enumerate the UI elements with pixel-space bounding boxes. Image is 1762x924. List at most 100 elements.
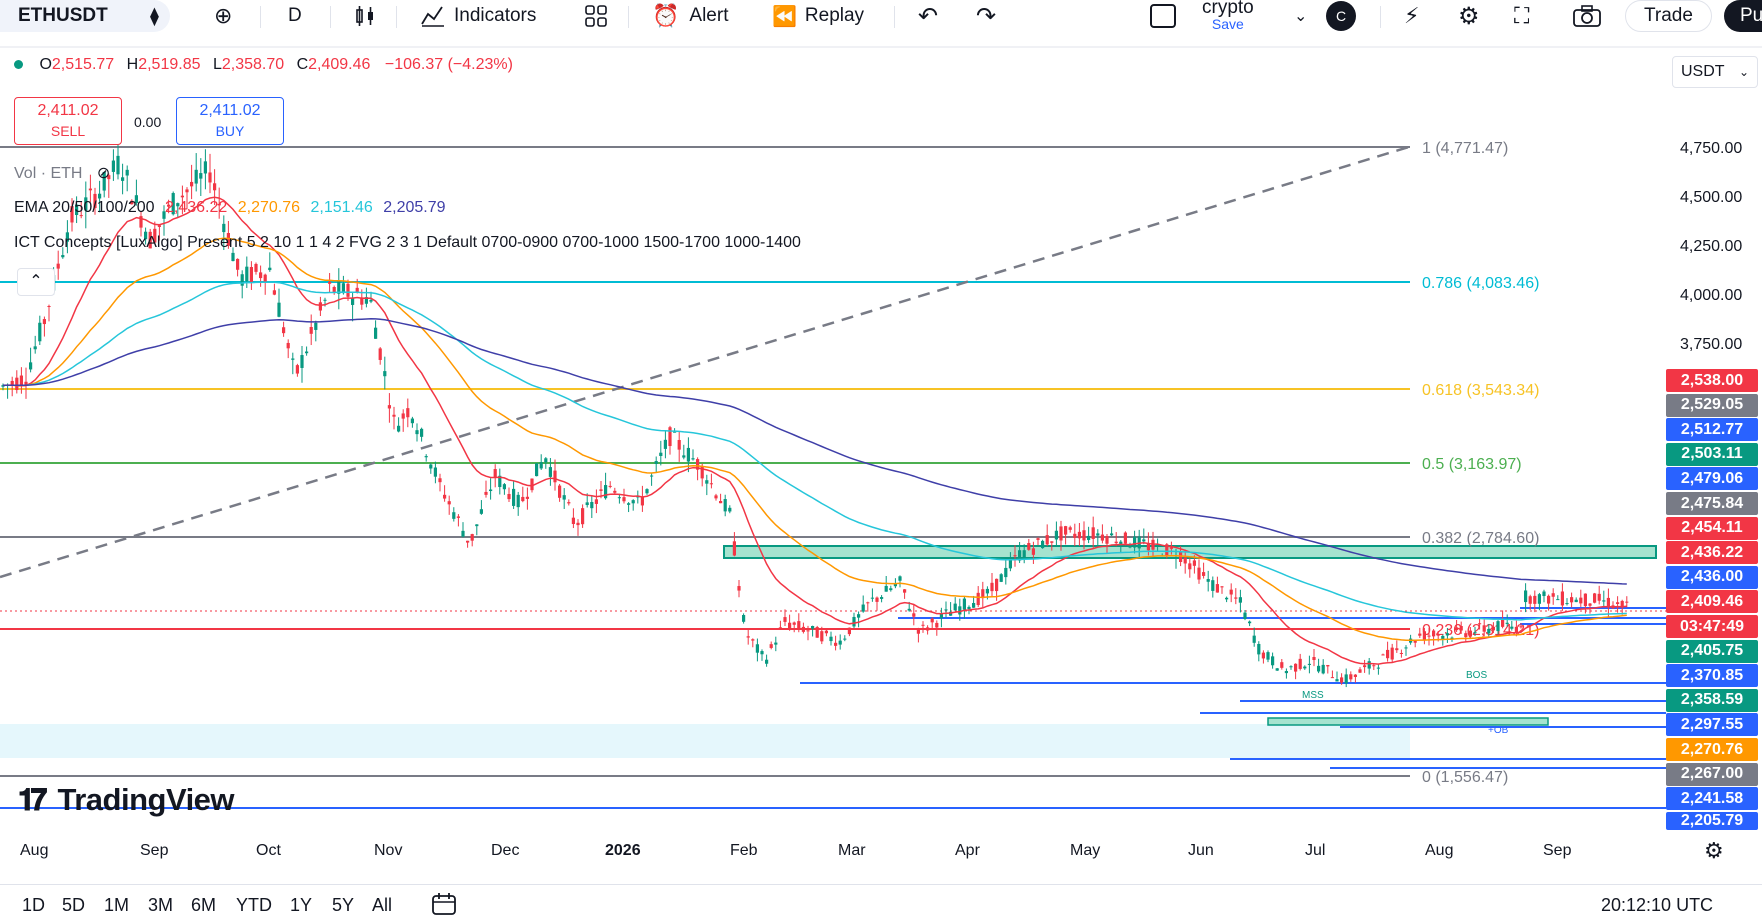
candle-body xyxy=(1395,648,1399,651)
sell-button[interactable]: 2,411.02 SELL xyxy=(14,97,122,145)
close-value: 2,409.46 xyxy=(308,56,371,73)
clock[interactable]: 20:12:10 UTC xyxy=(1601,895,1714,915)
range-button-1d[interactable]: 1D xyxy=(22,895,46,915)
chart-area[interactable]: 1 (4,771.47) 0.786 (4,083.46) 0.618 (3,543… xyxy=(0,45,1762,840)
candle-body xyxy=(548,467,552,477)
candle-body xyxy=(1054,530,1058,540)
alert-button[interactable]: ⏰ Alert xyxy=(652,0,728,32)
gear-icon: ⚙ xyxy=(1704,838,1724,863)
range-button-1m[interactable]: 1M xyxy=(104,895,130,915)
time-tick-label: Nov xyxy=(374,842,403,859)
legend-collapse-button[interactable]: ⌃ xyxy=(17,268,55,296)
candle-body xyxy=(190,181,194,187)
candle-body xyxy=(1142,539,1146,542)
toolbar-divider xyxy=(260,6,261,28)
ema-label: EMA 20/50/100/200 xyxy=(14,199,155,216)
candle-body xyxy=(61,255,65,258)
ict-legend[interactable]: ICT Concepts [LuxAlgo] Present 5 2 10 1 … xyxy=(14,234,801,252)
symbol-search[interactable]: ETHUSDT ⧫ xyxy=(0,0,170,32)
range-button-5d[interactable]: 5D xyxy=(62,895,86,915)
candle-body xyxy=(1128,546,1132,548)
templates-button[interactable] xyxy=(584,0,608,32)
ema-20-line xyxy=(2,196,1627,665)
candle-body xyxy=(663,439,667,449)
layout-dropdown[interactable]: ⌄ xyxy=(1294,0,1307,32)
candle-body xyxy=(387,405,391,409)
candle-body xyxy=(1533,595,1537,604)
eye-off-icon[interactable]: ⊘ xyxy=(96,165,111,182)
candle-body xyxy=(484,491,488,495)
candle-body xyxy=(760,651,764,655)
indicators-button[interactable]: Indicators xyxy=(420,0,536,32)
candle-body xyxy=(1036,538,1040,540)
candle-body xyxy=(1,385,5,387)
candle-body xyxy=(976,592,980,605)
time-tick-label: Aug xyxy=(1425,842,1454,859)
candle-body xyxy=(309,327,313,334)
chevron-down-icon: ⌄ xyxy=(1738,65,1749,79)
layout-name-button[interactable]: crypto Save xyxy=(1202,0,1254,32)
candle-body xyxy=(420,428,424,437)
candle-body xyxy=(1031,548,1035,555)
trade-button[interactable]: Trade xyxy=(1625,0,1712,32)
buy-button[interactable]: 2,411.02 BUY xyxy=(176,97,284,145)
candle-body xyxy=(953,603,957,611)
candle-body xyxy=(1579,597,1583,604)
range-bar: 1D 5D 1M 3M 6M YTD 1Y 5Y All 20:12:10 UTC xyxy=(0,884,1762,924)
price-tag: 03:47:49 xyxy=(1666,615,1758,638)
candle-body xyxy=(341,283,345,294)
range-button-3m[interactable]: 3M xyxy=(148,895,174,915)
range-button-1y[interactable]: 1Y xyxy=(290,895,313,915)
candle-body xyxy=(553,470,557,483)
fullscreen-button[interactable]: ⛶ xyxy=(1514,0,1529,32)
candle-body xyxy=(300,355,304,368)
goto-date-button[interactable] xyxy=(430,891,458,922)
range-button-ytd[interactable]: YTD xyxy=(236,895,272,915)
ema-50-line xyxy=(3,237,1627,642)
alarm-clock-icon: ⏰ xyxy=(652,3,680,28)
price-chart[interactable]: 1 (4,771.47) 0.786 (4,083.46) 0.618 (3,543… xyxy=(0,45,1762,840)
candle-body xyxy=(811,625,815,629)
range-button-all[interactable]: All xyxy=(372,895,393,915)
open-value: 2,515.77 xyxy=(51,56,115,73)
quick-search-button[interactable]: ⚡ xyxy=(1404,0,1419,32)
candle-body xyxy=(1257,643,1261,655)
candle-body xyxy=(1114,541,1118,544)
ema20-value: 2,436.22 xyxy=(165,199,228,216)
volume-legend[interactable]: Vol · ETH ⊘ xyxy=(14,163,110,183)
avatar-button[interactable]: C xyxy=(1326,0,1356,32)
candle-body xyxy=(645,489,649,494)
publish-button[interactable]: Pu xyxy=(1724,0,1762,32)
layout-toggle-button[interactable] xyxy=(1150,0,1176,32)
add-symbol-button[interactable]: ⊕ xyxy=(214,0,232,32)
snapshot-button[interactable] xyxy=(1572,0,1602,32)
toolbar-divider xyxy=(894,6,895,28)
candle-body xyxy=(774,642,778,645)
candle-body xyxy=(84,197,88,211)
replay-button[interactable]: ⏪ Replay xyxy=(772,0,864,32)
range-button-5y[interactable]: 5Y xyxy=(332,895,355,915)
compare-icon[interactable]: ⧫ xyxy=(150,5,159,26)
candle-body xyxy=(1583,593,1587,607)
candle-body xyxy=(29,362,33,370)
candle-body xyxy=(429,464,433,469)
axis-settings-button[interactable]: ⚙ xyxy=(1704,838,1724,864)
trend-line xyxy=(0,144,1413,579)
range-button-6m[interactable]: 6M xyxy=(191,895,217,915)
chart-type-button[interactable] xyxy=(354,0,376,32)
publish-label: Pu xyxy=(1740,5,1762,26)
candle-body xyxy=(1386,649,1390,659)
candle-body xyxy=(1445,633,1449,636)
currency-select[interactable]: USDT ⌄ xyxy=(1672,56,1758,88)
candle-body xyxy=(967,606,971,610)
interval-button[interactable]: D xyxy=(288,0,302,32)
settings-button[interactable]: ⚙ xyxy=(1458,0,1480,32)
currency-label: USDT xyxy=(1681,63,1725,80)
undo-button[interactable]: ↶ xyxy=(918,0,938,32)
candle-body xyxy=(962,598,966,610)
candle-body xyxy=(337,280,341,294)
tradingview-logo: 𝟏𝟕 TradingView xyxy=(18,782,235,818)
redo-button[interactable]: ↷ xyxy=(976,0,996,32)
indicators-label: Indicators xyxy=(454,5,537,26)
ema-legend[interactable]: EMA 20/50/100/200 2,436.22 2,270.76 2,15… xyxy=(14,199,446,217)
